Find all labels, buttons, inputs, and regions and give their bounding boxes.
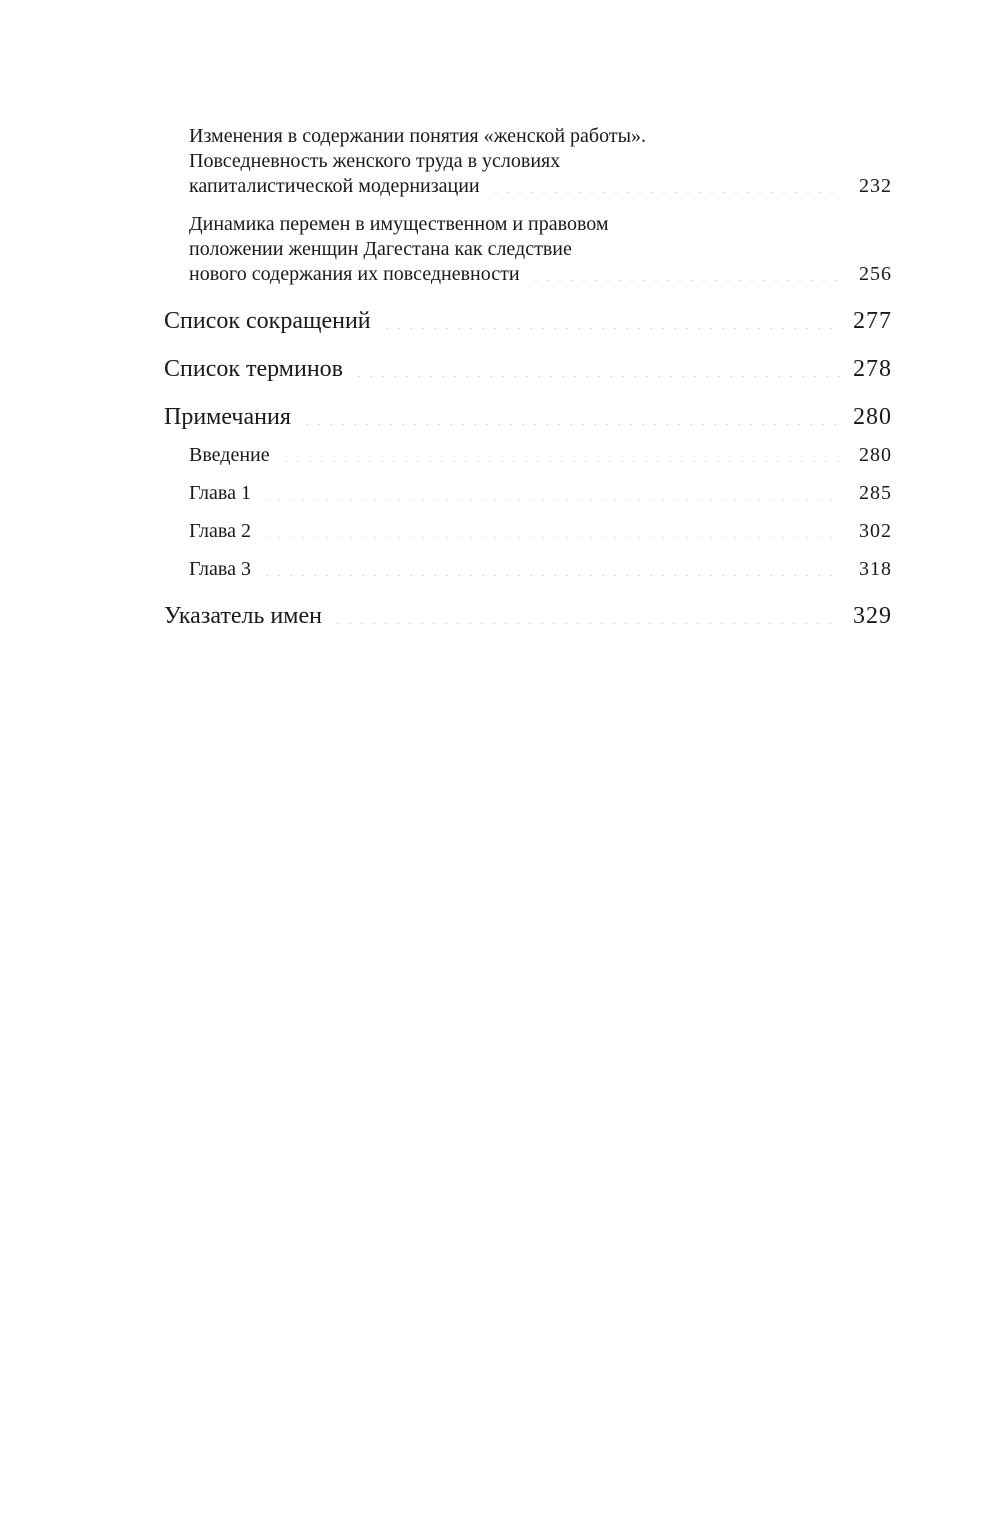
- toc-entry: Динамика перемен в имущественном и право…: [189, 212, 892, 287]
- toc-entry-title-line: Изменения в содержании понятия «женской …: [189, 125, 647, 147]
- dot-leader: [260, 575, 840, 576]
- page-number: 278: [853, 356, 892, 382]
- toc-entry: Глава 1 285: [189, 481, 892, 506]
- dot-leader: [300, 424, 840, 425]
- dot-leader: [260, 537, 840, 538]
- toc-entry-title-line: Повседневность женского труда в условиях: [189, 150, 561, 172]
- dot-leader: [279, 461, 840, 462]
- page-number: 232: [859, 175, 892, 197]
- page-number: 302: [859, 520, 892, 542]
- toc-entry-title: Глава 3: [189, 558, 251, 580]
- toc-entry-title-line: Динамика перемен в имущественном и право…: [189, 213, 609, 235]
- toc-entry: Глава 3 318: [189, 557, 892, 582]
- dot-leader: [529, 280, 840, 281]
- page-number: 329: [853, 603, 892, 629]
- page-number: 277: [853, 308, 892, 334]
- toc-entry-title-line: капиталистической модернизации: [189, 175, 480, 197]
- toc-entry-title: Примечания: [164, 404, 291, 430]
- dot-leader: [331, 623, 840, 624]
- toc-entry: Введение 280: [189, 443, 892, 468]
- page-number: 280: [859, 444, 892, 466]
- page-number: 318: [859, 558, 892, 580]
- toc-entry-title-line: нового содержания их повседневности: [189, 263, 520, 285]
- page-number: 256: [859, 263, 892, 285]
- toc-entry: Глава 2 302: [189, 519, 892, 544]
- dot-leader: [353, 376, 840, 377]
- toc-entry-title: Введение: [189, 444, 270, 466]
- toc-entry-title: Глава 1: [189, 482, 251, 504]
- dot-leader: [489, 192, 840, 193]
- toc-entry: Изменения в содержании понятия «женской …: [189, 124, 892, 199]
- page-number: 285: [859, 482, 892, 504]
- toc-entry-title: Список терминов: [164, 356, 343, 382]
- toc-entry-title-line: положении женщин Дагестана как следствие: [189, 238, 572, 260]
- toc-entry: Список терминов 278: [164, 355, 892, 383]
- toc-entry-title: Глава 2: [189, 520, 251, 542]
- toc-entry: Список сокращений 277: [164, 307, 892, 335]
- page-number: 280: [853, 404, 892, 430]
- toc-entry: Указатель имен 329: [164, 602, 892, 630]
- dot-leader: [260, 499, 840, 500]
- toc-entry: Примечания 280: [164, 403, 892, 431]
- toc-entry-title: Указатель имен: [164, 603, 322, 629]
- dot-leader: [380, 328, 840, 329]
- toc-entry-title: Список сокращений: [164, 308, 371, 334]
